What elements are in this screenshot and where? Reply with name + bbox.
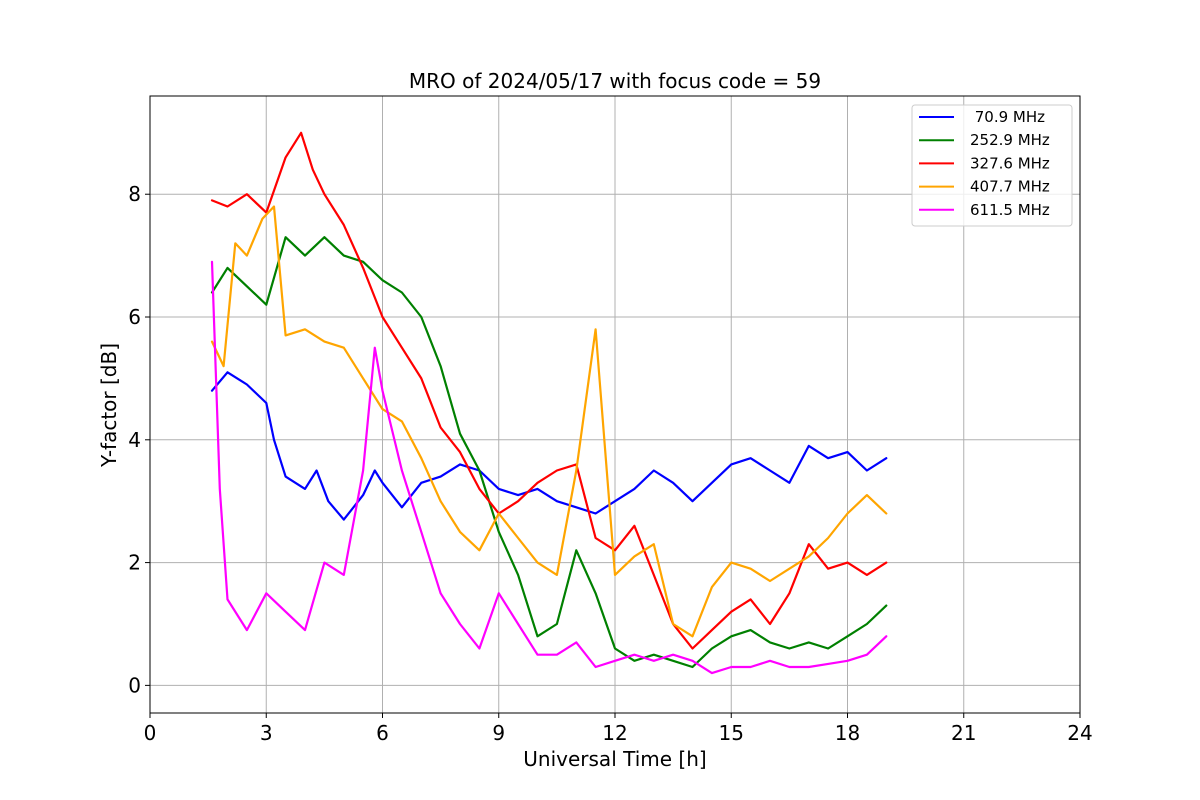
series-line-4 <box>210 205 888 638</box>
x-axis: 0 3 6 9 12 15 18 21 24 <box>144 713 1093 745</box>
legend-label: 327.6 MHz <box>970 154 1050 172</box>
legend-label: 70.9 MHz <box>970 108 1045 126</box>
y-tick-label: 0 <box>128 673 141 697</box>
x-tick-label: 3 <box>260 721 273 745</box>
x-tick-label: 12 <box>602 721 627 745</box>
x-tick-label: 6 <box>376 721 389 745</box>
y-axis: 0 2 4 6 8 <box>128 182 150 697</box>
x-tick-label: 0 <box>144 721 157 745</box>
x-tick-label: 21 <box>951 721 976 745</box>
series-line-1 <box>210 371 888 521</box>
y-tick-label: 4 <box>128 428 141 452</box>
series-line-3 <box>210 131 888 650</box>
x-tick-label: 15 <box>719 721 744 745</box>
legend-box <box>911 104 1073 227</box>
legend-label: 611.5 MHz <box>970 201 1050 219</box>
series-line-5 <box>210 260 888 675</box>
y-axis-label: Y-factor [dB] <box>97 343 121 468</box>
x-axis-label: Universal Time [h] <box>523 747 706 771</box>
y-tick-label: 6 <box>128 305 141 329</box>
series-layer <box>210 131 888 675</box>
legend-label: 407.7 MHz <box>970 178 1050 196</box>
y-tick-label: 8 <box>128 182 141 206</box>
y-tick-label: 2 <box>128 551 141 575</box>
x-tick-label: 18 <box>835 721 860 745</box>
x-tick-label: 9 <box>492 721 505 745</box>
x-tick-label: 24 <box>1067 721 1092 745</box>
legend-label: 252.9 MHz <box>970 131 1050 149</box>
chart-title: MRO of 2024/05/17 with focus code = 59 <box>409 69 821 93</box>
series-line-2 <box>210 236 888 669</box>
legend: 70.9 MHz 252.9 MHz 327.6 MHz 407.7 MHz 611.5… <box>911 104 1073 227</box>
